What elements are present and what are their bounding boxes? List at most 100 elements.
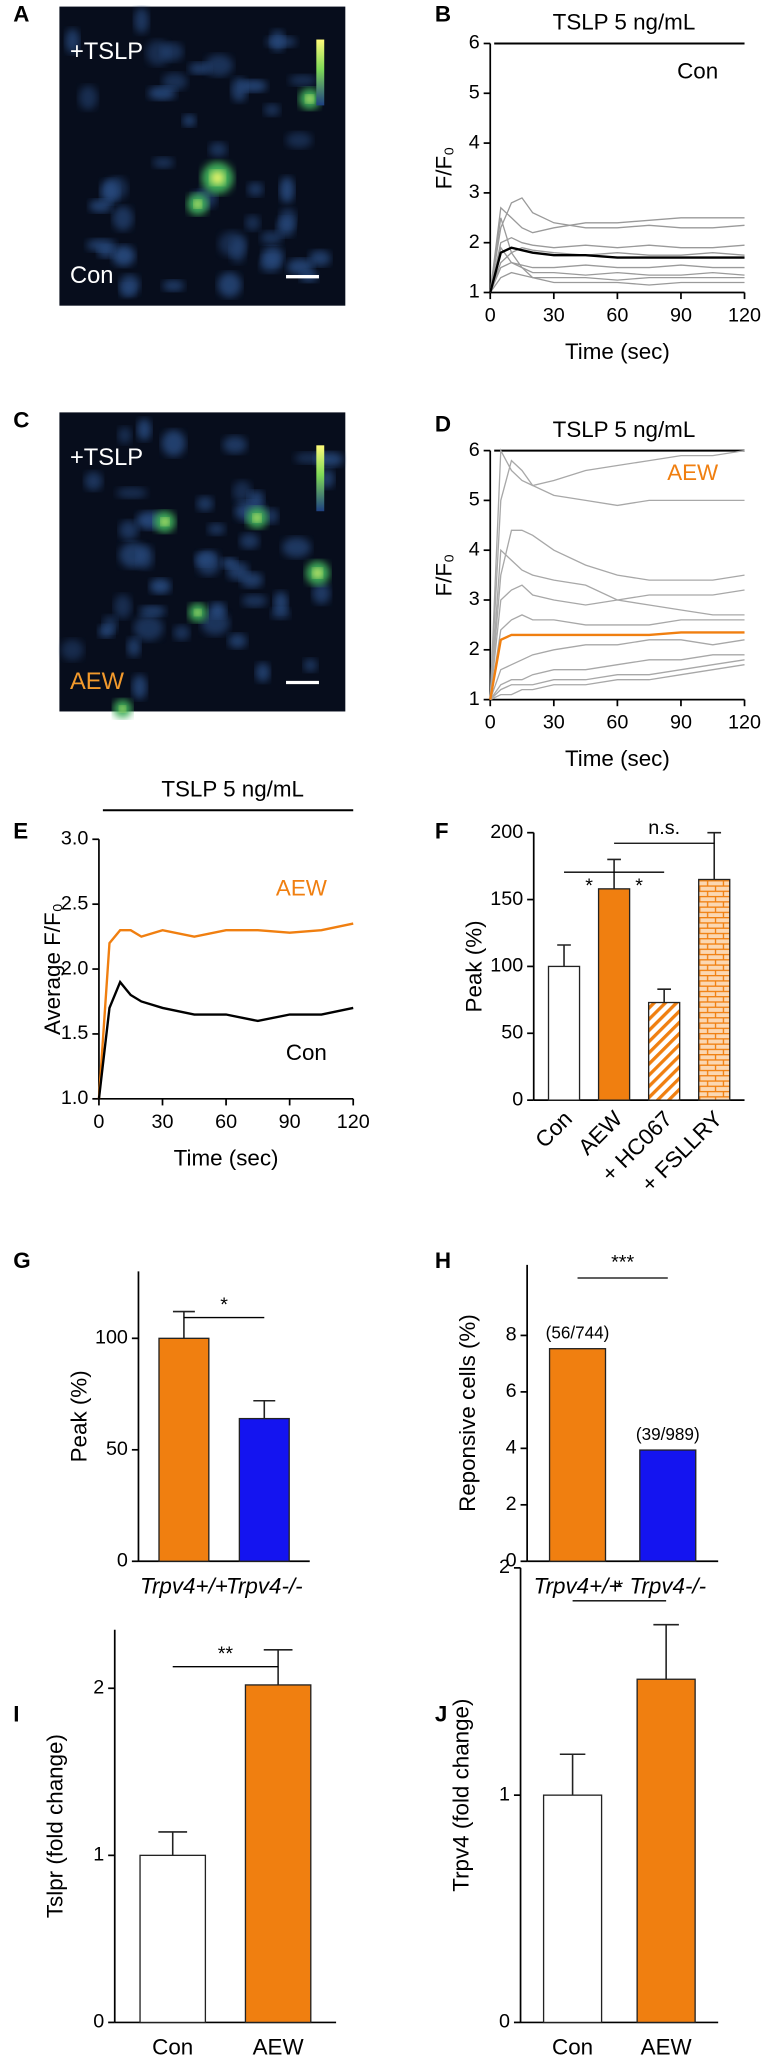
cell bbox=[263, 103, 281, 117]
cell bbox=[245, 215, 261, 231]
significance-label: * bbox=[635, 875, 643, 897]
cell bbox=[146, 40, 170, 66]
significance-label: * bbox=[220, 1294, 228, 1316]
y-tick-label: 0 bbox=[512, 1088, 523, 1110]
cell bbox=[201, 611, 230, 636]
value-label: (39/989) bbox=[636, 1425, 700, 1444]
y-tick-label: 50 bbox=[501, 1022, 523, 1044]
y-tick-label: 2 bbox=[506, 1493, 517, 1515]
responsive-cell-core bbox=[312, 568, 323, 578]
cell bbox=[217, 272, 242, 298]
y-tick-label: 0 bbox=[117, 1550, 128, 1572]
cell bbox=[271, 607, 290, 620]
x-tick-label: 0 bbox=[93, 1111, 104, 1133]
cell bbox=[282, 537, 311, 558]
x-tick-label: Trpv4-/- bbox=[226, 1574, 303, 1599]
cell-trace bbox=[489, 654, 745, 700]
x-tick-label: AEW bbox=[641, 2035, 693, 2058]
x-tick-label: 30 bbox=[152, 1111, 174, 1133]
y-axis-label: Reponsive cells (%) bbox=[455, 1314, 480, 1512]
y-axis-label: Peak (%) bbox=[462, 920, 487, 1012]
y-tick-label: 3 bbox=[469, 181, 480, 203]
cell bbox=[264, 508, 279, 524]
significance-label: ** bbox=[218, 1643, 234, 1665]
cell bbox=[61, 639, 84, 661]
cell-trace bbox=[489, 614, 745, 700]
y-tick-label: 0 bbox=[506, 1550, 517, 1572]
responsive-cell-core bbox=[253, 513, 261, 522]
y-tick-label: 6 bbox=[506, 1380, 517, 1402]
cell bbox=[116, 487, 148, 499]
cell bbox=[270, 29, 285, 52]
cell bbox=[221, 557, 238, 569]
y-axis-label: F/F₀ bbox=[431, 147, 456, 190]
significance-label: * bbox=[585, 875, 593, 897]
cell bbox=[89, 199, 113, 213]
panel-letter: I bbox=[13, 1701, 19, 1726]
colorbar bbox=[316, 39, 325, 106]
cell bbox=[65, 28, 80, 54]
panel-letter: H bbox=[435, 1248, 451, 1273]
x-axis-label: Time (sec) bbox=[565, 339, 670, 364]
cell bbox=[239, 533, 260, 549]
y-tick-label: 2.0 bbox=[61, 957, 88, 979]
cell bbox=[149, 578, 171, 594]
y-axis-label: Trpv4 (fold change) bbox=[448, 1699, 473, 1892]
y-tick-label: 2 bbox=[469, 231, 480, 253]
y-tick-label: 1 bbox=[469, 281, 480, 303]
y-tick-label: 0 bbox=[93, 2011, 104, 2033]
cell bbox=[288, 74, 317, 86]
value-label: (56/744) bbox=[546, 1324, 610, 1343]
y-tick-label: 5 bbox=[469, 82, 480, 104]
cell-trace bbox=[489, 664, 745, 701]
responsive-cell-core bbox=[119, 705, 126, 712]
cell bbox=[78, 85, 98, 110]
cell-trace bbox=[489, 217, 745, 293]
y-tick-label: 2 bbox=[469, 638, 480, 660]
y-tick-label: 6 bbox=[469, 32, 480, 54]
panel-letter: J bbox=[435, 1701, 447, 1726]
bar bbox=[548, 1348, 607, 1562]
x-tick-label: 90 bbox=[670, 712, 692, 734]
cell-trace bbox=[489, 584, 745, 700]
cell bbox=[182, 114, 196, 127]
significance-label: *** bbox=[611, 1252, 634, 1274]
series-label: AEW bbox=[667, 460, 719, 485]
y-tick-label: 4 bbox=[469, 538, 480, 560]
y-tick-label: 150 bbox=[490, 888, 523, 910]
cell bbox=[119, 520, 139, 540]
error-bar bbox=[559, 1753, 586, 1796]
y-tick-label: 1.5 bbox=[61, 1022, 88, 1044]
error-bar bbox=[557, 944, 571, 967]
cell bbox=[276, 217, 295, 237]
y-tick-label: 6 bbox=[469, 439, 480, 461]
x-axis-label: Time (sec) bbox=[565, 746, 670, 771]
cell bbox=[286, 258, 314, 275]
cell bbox=[204, 54, 234, 77]
cell bbox=[255, 662, 271, 683]
responsive-cell-core bbox=[193, 200, 202, 209]
y-tick-label: 8 bbox=[506, 1324, 517, 1346]
y-axis-label: F/F₀ bbox=[431, 554, 456, 597]
y-tick-label: 2.5 bbox=[61, 892, 88, 914]
cell bbox=[309, 250, 331, 267]
cell bbox=[86, 239, 116, 252]
y-tick-label: 0 bbox=[499, 2011, 510, 2033]
y-tick-label: 200 bbox=[490, 821, 523, 843]
cell bbox=[112, 206, 134, 231]
image-label: +TSLP bbox=[70, 445, 143, 471]
cell bbox=[232, 480, 252, 503]
x-tick-label: 120 bbox=[728, 304, 761, 326]
cell bbox=[240, 572, 264, 588]
cell bbox=[208, 602, 227, 619]
y-axis-label: Peak (%) bbox=[66, 1370, 91, 1462]
cell bbox=[279, 176, 295, 203]
image-label: AEW bbox=[70, 669, 125, 695]
y-tick-label: 3 bbox=[469, 588, 480, 610]
y-tick-label: 50 bbox=[106, 1438, 128, 1460]
chart-title: TSLP 5 ng/mL bbox=[553, 10, 696, 35]
cell-trace bbox=[489, 548, 745, 700]
cell bbox=[241, 594, 268, 607]
responsive-cell-core bbox=[160, 517, 169, 526]
